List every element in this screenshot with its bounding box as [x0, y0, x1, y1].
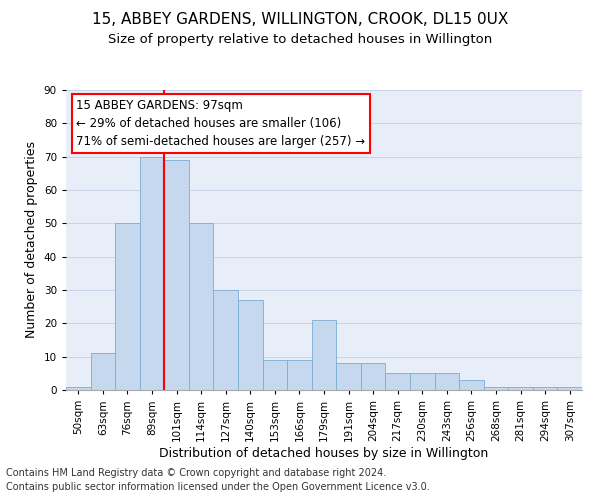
Bar — [66, 386, 91, 390]
Bar — [214, 290, 238, 390]
Bar — [189, 224, 214, 390]
Text: Size of property relative to detached houses in Willington: Size of property relative to detached ho… — [108, 32, 492, 46]
Bar — [287, 360, 312, 390]
Bar — [459, 380, 484, 390]
Bar — [312, 320, 336, 390]
Bar — [434, 374, 459, 390]
Bar — [164, 160, 189, 390]
Bar — [263, 360, 287, 390]
Bar — [484, 386, 508, 390]
Bar — [557, 386, 582, 390]
Text: 15 ABBEY GARDENS: 97sqm
← 29% of detached houses are smaller (106)
71% of semi-d: 15 ABBEY GARDENS: 97sqm ← 29% of detache… — [76, 99, 365, 148]
Bar — [336, 364, 361, 390]
Bar — [238, 300, 263, 390]
Text: 15, ABBEY GARDENS, WILLINGTON, CROOK, DL15 0UX: 15, ABBEY GARDENS, WILLINGTON, CROOK, DL… — [92, 12, 508, 28]
Bar — [361, 364, 385, 390]
Bar — [410, 374, 434, 390]
Bar — [533, 386, 557, 390]
Bar — [91, 354, 115, 390]
Y-axis label: Number of detached properties: Number of detached properties — [25, 142, 38, 338]
X-axis label: Distribution of detached houses by size in Willington: Distribution of detached houses by size … — [160, 446, 488, 460]
Bar — [385, 374, 410, 390]
Bar — [115, 224, 140, 390]
Bar — [508, 386, 533, 390]
Text: Contains public sector information licensed under the Open Government Licence v3: Contains public sector information licen… — [6, 482, 430, 492]
Text: Contains HM Land Registry data © Crown copyright and database right 2024.: Contains HM Land Registry data © Crown c… — [6, 468, 386, 477]
Bar — [140, 156, 164, 390]
